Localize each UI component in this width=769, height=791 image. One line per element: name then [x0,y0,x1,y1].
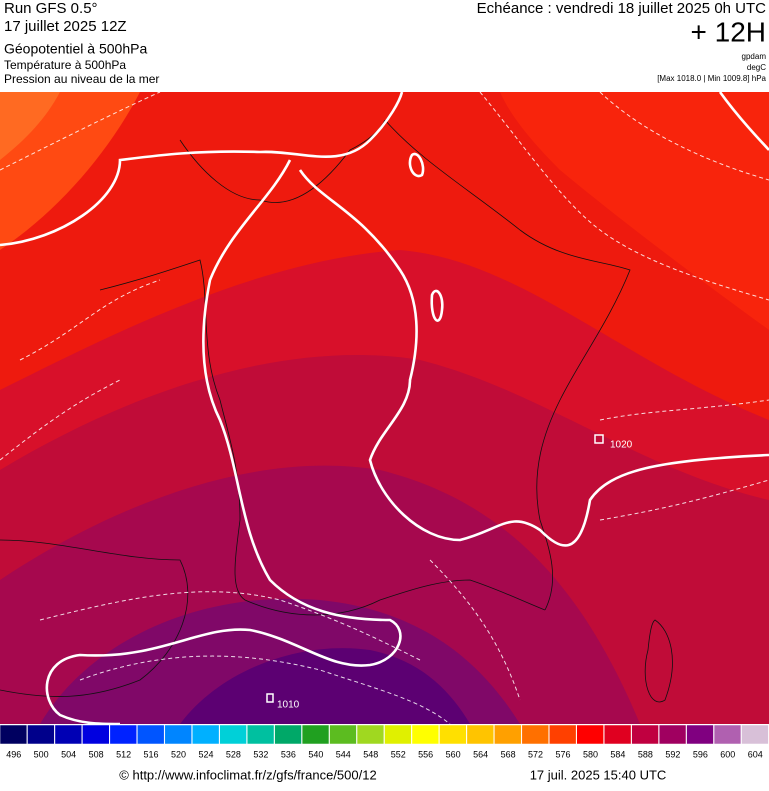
field-2: Température à 500hPa [4,58,126,72]
color-swatch [631,724,659,745]
isotherm [0,92,769,724]
color-swatch [164,724,192,745]
color-swatch [301,724,330,745]
color-swatch [274,724,302,745]
unit-geo: gpdam [742,52,767,61]
color-swatch [494,724,522,745]
run: Run GFS 0.5° [4,0,98,17]
pressure-label: 1010 [277,700,300,711]
color-swatch [109,724,137,745]
color-swatch [741,724,769,745]
color-swatch [82,724,110,745]
lead-time: + 12H [691,16,767,47]
scale-label: 596 [693,749,708,759]
color-swatch [658,724,687,745]
scale-label: 496 [6,749,21,759]
color-swatch [521,724,549,745]
scale-label: 588 [638,749,653,759]
color-swatch [686,724,714,745]
pressure-range: [Max 1018.0 | Min 1009.8] hPa [657,74,766,83]
scale-label: 500 [34,749,49,759]
color-swatch [713,724,742,745]
map: 1020 1010 [0,92,769,724]
color-swatch [137,724,165,745]
scale-label: 520 [171,749,186,759]
color-swatch [384,724,412,745]
pressure-label: 1020 [610,440,633,451]
scale-label: 516 [144,749,159,759]
color-swatch [466,724,495,745]
color-swatch [576,724,604,745]
scale-label: 560 [446,749,461,759]
scale-label: 584 [610,749,625,759]
color-swatch [0,724,28,745]
scale-label: 564 [473,749,488,759]
scale-label: 536 [281,749,296,759]
scale-label: 540 [308,749,323,759]
scale-label: 600 [720,749,735,759]
scale-label: 524 [198,749,213,759]
scale-label: 592 [665,749,680,759]
run-date: 17 juillet 2025 12Z [4,18,127,35]
scale-label: 548 [363,749,378,759]
footer-url: © http://www.infoclimat.fr/z/gfs/france/… [119,767,376,782]
color-swatch [411,724,440,745]
field-3: Pression au niveau de la mer [4,72,159,86]
color-swatch [192,724,220,745]
scale-label: 504 [61,749,76,759]
scale-label: 568 [501,749,516,759]
low-marker [266,693,274,703]
scale-label: 572 [528,749,543,759]
scale-label: 552 [391,749,406,759]
scale-label: 580 [583,749,598,759]
validity: Echéance : vendredi 18 juillet 2025 0h U… [477,0,767,17]
scale-label: 604 [748,749,763,759]
scale-label: 544 [336,749,351,759]
color-swatch [246,724,275,745]
color-swatch [603,724,632,745]
scale-label: 556 [418,749,433,759]
scale-label: 528 [226,749,241,759]
isohypse [0,92,769,724]
unit-temp: degC [747,63,766,72]
scale-label: 512 [116,749,131,759]
color-swatch [356,724,385,745]
color-swatch [219,724,247,745]
scale-label: 532 [253,749,268,759]
color-swatch [549,724,577,745]
color-swatch [439,724,467,745]
scale-label: 508 [89,749,104,759]
color-scale: 496 500 504 508 512 516 520 524 528 532 536 540 544 5… [0,724,769,759]
footer-date: 17 juil. 2025 15:40 UTC [530,767,667,782]
scale-label: 576 [556,749,571,759]
field-1: Géopotentiel à 500hPa [4,41,147,57]
coastline [0,119,673,703]
color-swatch [329,724,357,745]
color-swatch [27,724,55,745]
high-marker [594,434,604,444]
color-swatch [54,724,83,745]
